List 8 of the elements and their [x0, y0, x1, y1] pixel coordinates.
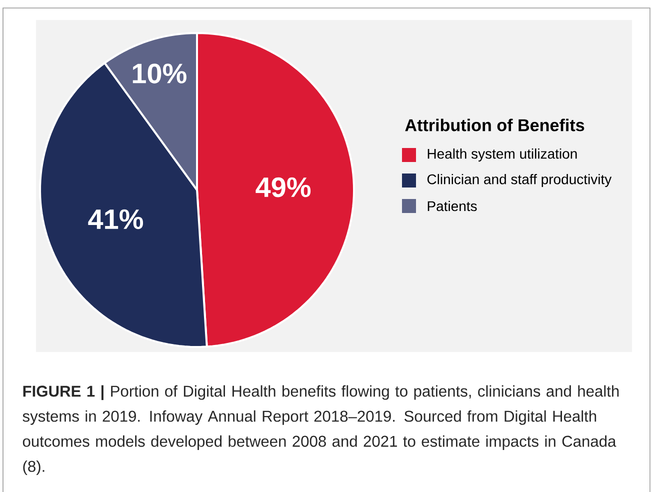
legend-label: Patients	[428, 200, 477, 212]
data-label: 10%	[132, 64, 186, 84]
text: FIGURE 1 | Portion of Digital Health benefits flowing to patients, clinicians and health systems in 2019. Infoway Annual Report 2018–2019. Sourced from Digital Health outcomes models developed between 2008 and 2021 to estimate impacts in Canada (8).	[22, 385, 619, 475]
legend-label: Clinician and staff productivity	[427, 174, 612, 188]
legend-label: Health system utilization	[428, 148, 577, 162]
data-label: 49%	[256, 177, 311, 198]
legend-title: Attribution of Benefits	[405, 118, 584, 132]
data-label: 41%	[88, 209, 144, 230]
